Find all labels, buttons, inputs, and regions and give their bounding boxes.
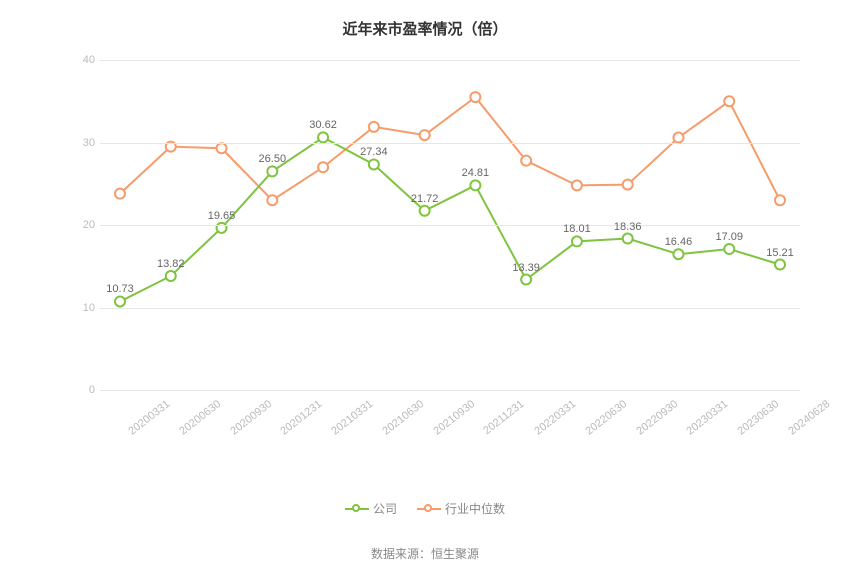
series-marker [115,189,125,199]
chart-legend: 公司 行业中位数 [0,500,850,518]
data-point-label: 13.39 [512,262,540,274]
data-point-label: 13.82 [157,258,185,270]
chart-title: 近年来市盈率情况（倍） [0,0,850,39]
data-point-label: 15.21 [766,247,794,259]
data-point-label: 16.46 [665,236,693,248]
y-tick-label: 30 [70,137,95,149]
gridline [100,60,800,61]
series-marker [166,271,176,281]
legend-label: 行业中位数 [445,500,505,517]
series-marker [775,195,785,205]
legend-item[interactable]: 行业中位数 [417,500,505,517]
series-marker [673,133,683,143]
data-point-label: 30.62 [309,119,337,131]
series-marker [470,180,480,190]
data-point-label: 26.50 [259,153,287,165]
series-marker [623,234,633,244]
chart-plot-area: 0102030402020033120200630202009302020123… [100,60,800,430]
series-marker [775,260,785,270]
series-marker [369,122,379,132]
data-point-label: 27.34 [360,146,388,158]
series-marker [115,296,125,306]
y-tick-label: 20 [70,219,95,231]
y-tick-label: 40 [70,54,95,66]
series-marker [369,159,379,169]
series-marker [318,162,328,172]
series-marker [673,249,683,259]
legend-swatch [345,503,369,515]
series-marker [521,275,531,285]
series-marker [521,156,531,166]
series-marker [420,130,430,140]
series-marker [318,132,328,142]
chart-source: 数据来源：恒生聚源 [0,545,850,562]
data-point-label: 18.01 [563,223,591,235]
series-marker [217,143,227,153]
series-marker [267,166,277,176]
data-point-label: 18.36 [614,221,642,233]
y-tick-label: 0 [70,384,95,396]
series-marker [267,195,277,205]
gridline [100,143,800,144]
chart-container: 近年来市盈率情况（倍） 0102030402020033120200630202… [0,0,850,575]
series-marker [470,92,480,102]
data-point-label: 24.81 [462,167,490,179]
series-marker [420,206,430,216]
data-point-label: 19.65 [208,210,236,222]
data-point-label: 17.09 [715,231,743,243]
gridline [100,390,800,391]
gridline [100,308,800,309]
y-tick-label: 10 [70,302,95,314]
legend-label: 公司 [373,500,397,517]
series-marker [724,244,734,254]
data-point-label: 21.72 [411,193,439,205]
gridline [100,225,800,226]
chart-svg [100,60,800,430]
series-marker [572,236,582,246]
legend-swatch [417,503,441,515]
data-point-label: 10.73 [106,283,134,295]
series-marker [572,180,582,190]
series-marker [724,96,734,106]
series-marker [623,180,633,190]
legend-item[interactable]: 公司 [345,500,397,517]
